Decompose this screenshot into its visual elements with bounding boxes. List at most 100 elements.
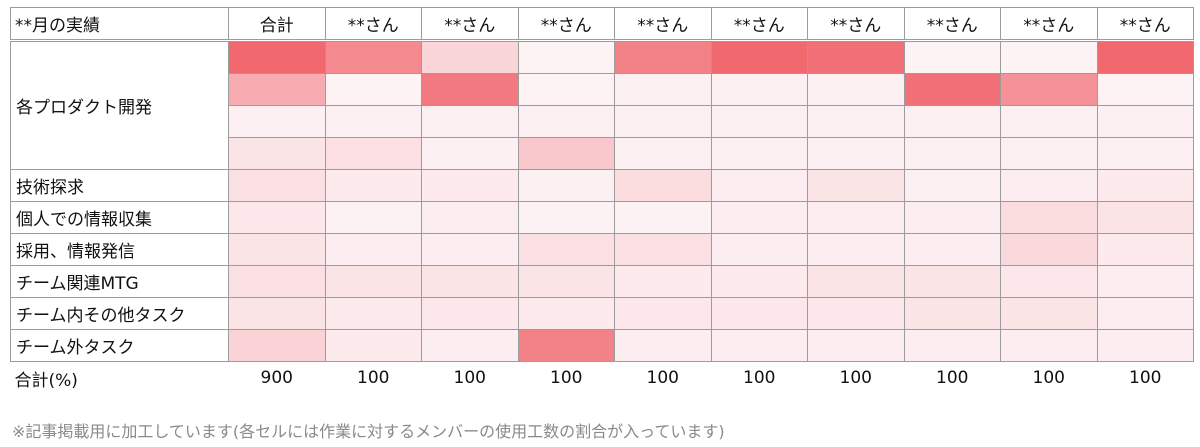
row-label: チーム外タスク <box>10 329 229 362</box>
heat-cell <box>903 265 1001 298</box>
heat-cell <box>807 233 905 266</box>
heat-cell <box>228 329 326 362</box>
totals-label: 合計(%) <box>14 370 78 391</box>
total-value: 100 <box>550 368 583 388</box>
heat-cell <box>421 329 519 362</box>
table-row: 技術探求 <box>10 169 1194 202</box>
heat-cell <box>1096 297 1194 330</box>
heat-cell <box>421 105 519 138</box>
heat-cell <box>228 233 326 266</box>
heat-cell <box>228 265 326 298</box>
heat-cell <box>1096 137 1194 170</box>
heat-cell <box>324 105 422 138</box>
column-header-member: **さん <box>517 7 615 42</box>
row-label: チーム関連MTG <box>10 265 229 298</box>
footnote: ※記事掲載用に加工しています(各セルには作業に対するメンバーの使用工数の割合が入… <box>12 422 725 441</box>
heat-cell <box>1000 40 1098 74</box>
heat-cell <box>710 73 808 106</box>
heat-cell <box>421 40 519 74</box>
heat-cell <box>421 201 519 234</box>
heat-cell <box>614 73 712 106</box>
heat-cell <box>1000 297 1098 330</box>
heat-cell <box>421 233 519 266</box>
heat-cell <box>324 233 422 266</box>
column-header-member: **さん <box>1096 7 1194 42</box>
table-body: 各プロダクト開発 技術探求 個人での情報収集 採用、情報発信 チーム関連MTG チーム内そ… <box>10 40 1194 362</box>
heat-cell <box>903 40 1001 74</box>
column-header-total: 合計 <box>228 7 326 42</box>
total-value: 100 <box>839 368 872 388</box>
heat-cell <box>324 297 422 330</box>
heat-cell <box>1096 73 1194 106</box>
heat-cell <box>228 73 326 106</box>
heat-cell <box>710 265 808 298</box>
table-row: 個人での情報収集 <box>10 201 1194 234</box>
heat-cell <box>517 201 615 234</box>
heat-cell <box>228 137 326 170</box>
row-label: 各プロダクト開発 <box>10 40 229 170</box>
heat-cell <box>614 105 712 138</box>
heat-cell <box>903 73 1001 106</box>
heat-cell <box>710 137 808 170</box>
heat-cell <box>1096 201 1194 234</box>
heat-cell <box>710 40 808 74</box>
table-row: チーム外タスク <box>10 329 1194 362</box>
heat-cell <box>903 233 1001 266</box>
table-row <box>11 137 1194 170</box>
heat-cell <box>903 137 1001 170</box>
column-header-member: **さん <box>1000 7 1098 42</box>
heat-cell <box>1000 73 1098 106</box>
heat-cell <box>807 169 905 202</box>
table-row <box>11 105 1194 138</box>
heat-cell <box>614 297 712 330</box>
heat-cell <box>1000 233 1098 266</box>
heat-cell <box>324 169 422 202</box>
heat-cell <box>903 329 1001 362</box>
heat-cell <box>1096 40 1194 74</box>
heat-cell <box>421 297 519 330</box>
heat-cell <box>1096 329 1194 362</box>
heat-cell <box>324 40 422 74</box>
heatmap-table: **月の実績 合計 **さん **さん **さん **さん **さん **さん … <box>10 7 1194 394</box>
heat-cell <box>710 233 808 266</box>
row-label: チーム内その他タスク <box>10 297 229 330</box>
heat-cell <box>324 329 422 362</box>
heat-cell <box>1096 233 1194 266</box>
heat-cell <box>614 329 712 362</box>
column-header-member: **さん <box>710 7 808 42</box>
heat-cell <box>1000 137 1098 170</box>
table-row: 各プロダクト開発 <box>10 40 1194 170</box>
heat-cell <box>517 265 615 298</box>
heat-cell <box>903 201 1001 234</box>
column-header-member: **さん <box>421 7 519 42</box>
heat-cell <box>228 169 326 202</box>
heat-cell <box>517 40 615 74</box>
heat-cell <box>421 169 519 202</box>
total-value: 100 <box>743 368 776 388</box>
total-value: 100 <box>1032 368 1065 388</box>
heat-cell <box>614 40 712 74</box>
row-label: 採用、情報発信 <box>10 233 229 266</box>
heat-cell <box>1096 169 1194 202</box>
totals-row: 合計(%) 900 100 100 100 100 100 100 100 10… <box>11 362 1194 395</box>
heat-cell <box>1096 105 1194 138</box>
total-value: 900 <box>260 368 293 388</box>
heat-cell <box>517 137 615 170</box>
heat-cell <box>807 297 905 330</box>
heat-cell <box>614 137 712 170</box>
heat-cell <box>1000 201 1098 234</box>
heat-cell <box>228 201 326 234</box>
heat-cell <box>710 201 808 234</box>
heat-cell <box>710 105 808 138</box>
total-value: 100 <box>357 368 390 388</box>
heat-cell <box>807 201 905 234</box>
heat-cell <box>517 169 615 202</box>
heat-cell <box>1000 329 1098 362</box>
heat-cell <box>614 233 712 266</box>
heat-cell <box>324 265 422 298</box>
corner-header: **月の実績 <box>10 7 229 42</box>
heat-cell <box>228 297 326 330</box>
heat-cell <box>517 297 615 330</box>
heat-cell <box>1000 105 1098 138</box>
heat-cell <box>807 329 905 362</box>
